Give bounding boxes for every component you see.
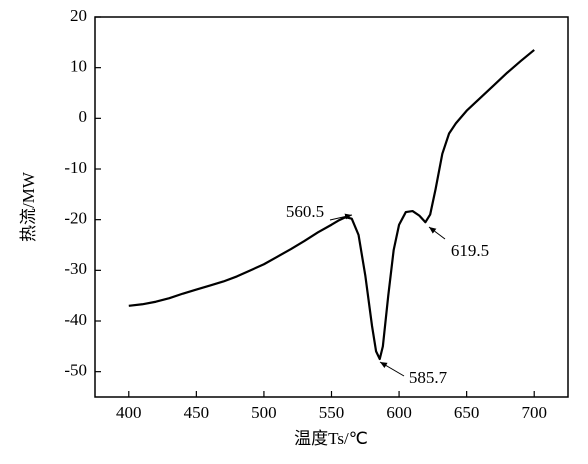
annotation-arrow (428, 226, 446, 240)
x-tick-label: 500 (251, 403, 277, 422)
annotation: 619.5 (451, 241, 489, 260)
annotation-arrow (379, 361, 405, 377)
plot-frame (94, 16, 569, 398)
y-axis-label: 热流/MW (19, 171, 38, 242)
x-tick-label: 550 (319, 403, 345, 422)
x-tick-label: 400 (116, 403, 142, 422)
x-axis-label: 温度Ts/℃ (294, 429, 368, 448)
data-line (128, 49, 535, 361)
y-tick-label: -30 (64, 259, 87, 278)
y-tick-label: 10 (70, 57, 87, 76)
annotation-arrow (329, 213, 353, 221)
y-tick-label: -50 (64, 361, 87, 380)
y-tick-label: -40 (64, 310, 87, 329)
y-tick-label: 20 (70, 6, 87, 25)
y-tick-label: 0 (79, 107, 88, 126)
x-tick-label: 450 (184, 403, 210, 422)
x-tick-label: 600 (386, 403, 412, 422)
y-tick-label: -20 (64, 209, 87, 228)
annotation: 585.7 (409, 368, 448, 387)
x-tick-label: 650 (454, 403, 480, 422)
x-tick-label: 700 (521, 403, 547, 422)
y-tick-label: -10 (64, 158, 87, 177)
annotation: 560.5 (286, 202, 324, 221)
